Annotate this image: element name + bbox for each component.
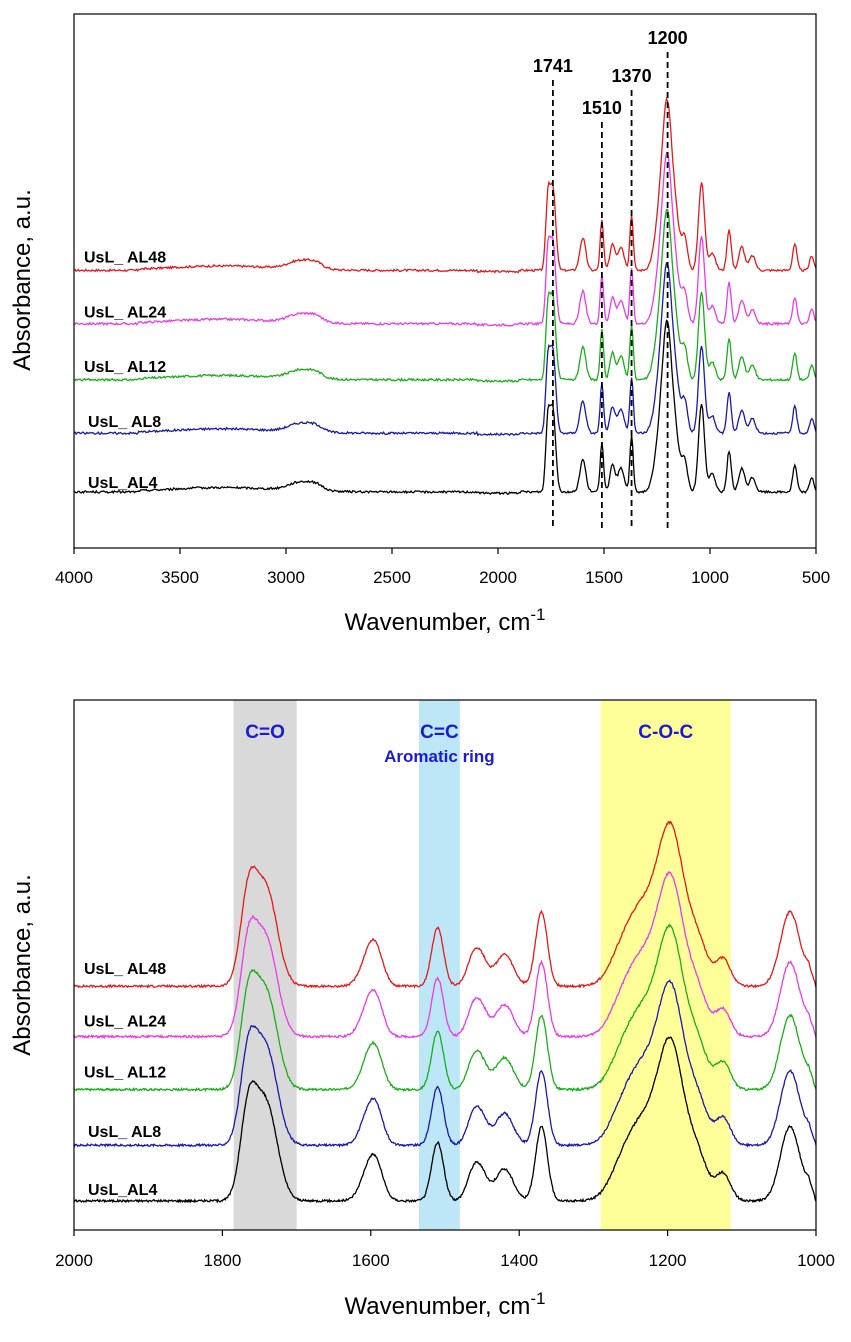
series-label-1: UsL_ AL24 xyxy=(84,1014,166,1031)
series-line-4 xyxy=(73,1036,817,1204)
band-label-0: C=O xyxy=(245,722,285,743)
series-line-4 xyxy=(73,319,817,496)
y-axis-title: Absorbance, a.u. xyxy=(9,189,36,370)
band-1 xyxy=(419,700,460,1230)
x-tick-label-3: 1400 xyxy=(500,1251,538,1270)
peak-label-3: 1200 xyxy=(648,28,688,48)
series-line-1 xyxy=(73,151,817,327)
series-line-2 xyxy=(74,208,817,383)
peak-label-2: 1370 xyxy=(612,66,652,86)
x-tick-label-3: 2500 xyxy=(373,568,411,587)
series-label-3: UsL_ AL8 xyxy=(88,1124,161,1141)
x-tick-label-2: 1600 xyxy=(352,1251,390,1270)
x-axis-title: Wavenumber, cm-1 xyxy=(345,1289,546,1320)
x-tick-label-4: 1200 xyxy=(649,1251,687,1270)
band-0 xyxy=(233,700,297,1230)
x-axis-title: Wavenumber, cm-1 xyxy=(345,605,546,636)
series-label-4: UsL_AL4 xyxy=(88,1182,157,1199)
band-label-2: C-O-C xyxy=(638,722,693,743)
chart-panel-top: UsL_ AL48 UsL_ AL24 UsL_ AL12 UsL_ AL8 UsL_A… xyxy=(9,13,830,636)
peak-label-0: 1741 xyxy=(533,56,573,76)
x-tick-label-0: 2000 xyxy=(55,1251,93,1270)
series-label-3: UsL_ AL8 xyxy=(88,414,161,431)
band-label-1: C=C xyxy=(420,722,459,743)
x-tick-label-5: 1000 xyxy=(797,1251,835,1270)
plot-frame xyxy=(73,13,817,549)
band-2 xyxy=(600,700,731,1230)
series-label-0: UsL_ AL48 xyxy=(84,249,166,266)
series-line-0 xyxy=(73,820,817,989)
x-tick-label-6: 1000 xyxy=(691,568,729,587)
x-tick-label-1: 3500 xyxy=(161,568,199,587)
x-tick-label-5: 1500 xyxy=(585,568,623,587)
plot-frame xyxy=(73,699,817,1231)
band-sublabel-1: Aromatic ring xyxy=(384,747,495,766)
series-label-2: UsL_ AL12 xyxy=(84,359,166,376)
series-line-1 xyxy=(73,871,817,1040)
x-tick-label-4: 2000 xyxy=(479,568,517,587)
series-label-2: UsL_ AL12 xyxy=(84,1065,166,1082)
y-axis-title: Absorbance, a.u. xyxy=(9,874,36,1055)
peak-label-1: 1510 xyxy=(582,98,622,118)
series-line-3 xyxy=(73,262,817,437)
series-line-2 xyxy=(73,923,817,1093)
chart-panel-bottom: UsL_ AL48 UsL_ AL24 UsL_ AL12 UsL_ AL8 UsL_A… xyxy=(9,699,835,1320)
x-tick-label-7: 500 xyxy=(802,568,830,587)
x-tick-label-2: 3000 xyxy=(267,568,305,587)
series-label-1: UsL_ AL24 xyxy=(84,305,166,322)
x-tick-label-1: 1800 xyxy=(203,1251,241,1270)
series-label-4: UsL_AL4 xyxy=(88,475,157,492)
series-line-3 xyxy=(73,979,817,1148)
series-label-0: UsL_ AL48 xyxy=(84,961,166,978)
x-tick-label-0: 4000 xyxy=(55,568,93,587)
series-line-0 xyxy=(73,96,817,274)
